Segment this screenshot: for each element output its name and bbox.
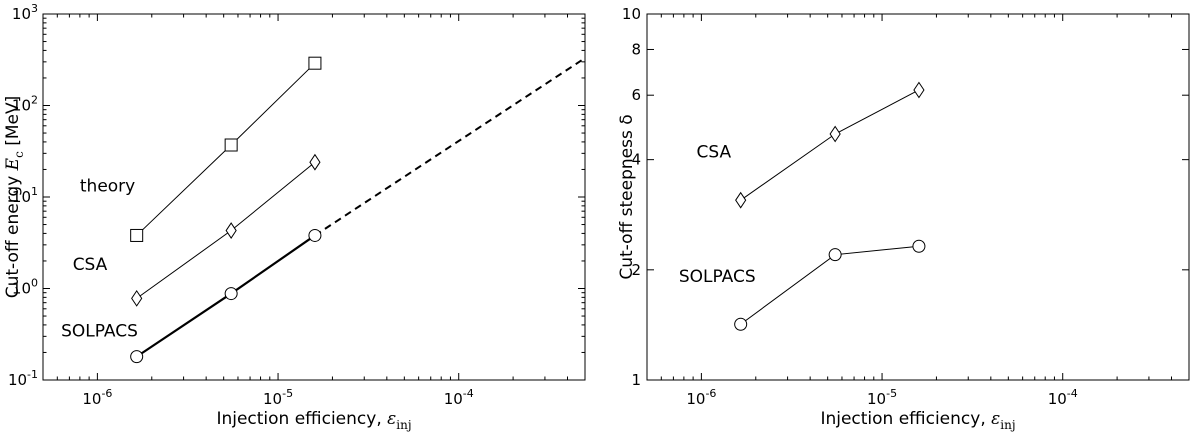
plot-frame	[646, 13, 1190, 381]
series-solpacs	[130, 228, 322, 364]
y-tick-label: 10	[622, 5, 641, 23]
x-axis-label: Injection efficiency, εinj​	[216, 409, 411, 432]
y-tick-label: 103	[12, 2, 38, 23]
data-point-csa	[829, 125, 841, 143]
data-point-csa	[735, 191, 747, 209]
data-point-solpacs	[224, 287, 238, 301]
y-tick-label: 1	[631, 371, 641, 389]
annotation-csa: CSA	[697, 143, 732, 163]
y-axis-label: Cut-off steepness δ	[617, 114, 637, 279]
annotation-solpacs: SOLPACS	[679, 267, 756, 287]
annotation-solpacs: SOLPACS	[61, 321, 138, 341]
series-theory	[130, 56, 322, 242]
data-point-theory	[308, 56, 322, 70]
series-solpacs	[734, 239, 926, 331]
data-point-solpacs	[828, 248, 842, 262]
y-tick-label: 4	[631, 151, 641, 169]
y-axis-label: Cut-off energy Ec​ [MeV]	[3, 96, 26, 299]
x-tick-label: 10-4	[1048, 387, 1078, 408]
data-point-csa	[913, 81, 925, 99]
extrapolation-dashed-line	[314, 57, 586, 237]
data-point-theory	[224, 138, 238, 152]
series-csa	[735, 81, 925, 209]
right-panel-cutoff-steepness: 10-6 10-5 10-4 1 2 4 6 8 10 Injection efficiency,…	[617, 5, 1190, 432]
x-tick-label: 10-5	[867, 387, 897, 408]
y-tick-label: 8	[631, 40, 641, 58]
data-point-theory	[130, 228, 144, 242]
y-tick-label: 6	[631, 86, 641, 104]
data-point-solpacs	[308, 228, 322, 242]
data-point-csa	[131, 289, 143, 307]
annotation-theory: theory	[80, 176, 135, 196]
x-tick-label: 10-5	[263, 387, 293, 408]
x-tick-label: 10-6	[82, 387, 112, 408]
annotation-csa: CSA	[73, 255, 108, 275]
data-point-solpacs	[734, 317, 748, 331]
series-csa	[131, 153, 321, 307]
x-axis-label: Injection efficiency, εinj​	[820, 409, 1015, 432]
x-tick-label: 10-4	[444, 387, 474, 408]
left-panel-cutoff-energy: 10-6 10-5 10-4 10-1 100 101 102 103 Injection ef…	[3, 2, 586, 432]
data-point-csa	[309, 153, 321, 171]
data-point-solpacs	[130, 350, 144, 364]
data-point-csa	[225, 222, 237, 239]
y-tick-label: 100	[12, 277, 38, 298]
y-tick-label: 10-1	[8, 368, 38, 389]
y-tick-label: 2	[631, 261, 641, 279]
x-tick-label: 10-6	[686, 387, 716, 408]
data-point-solpacs	[912, 239, 926, 253]
y-tick-label: 101	[12, 185, 38, 206]
y-tick-label: 102	[12, 94, 38, 115]
series-line-csa	[740, 89, 920, 201]
